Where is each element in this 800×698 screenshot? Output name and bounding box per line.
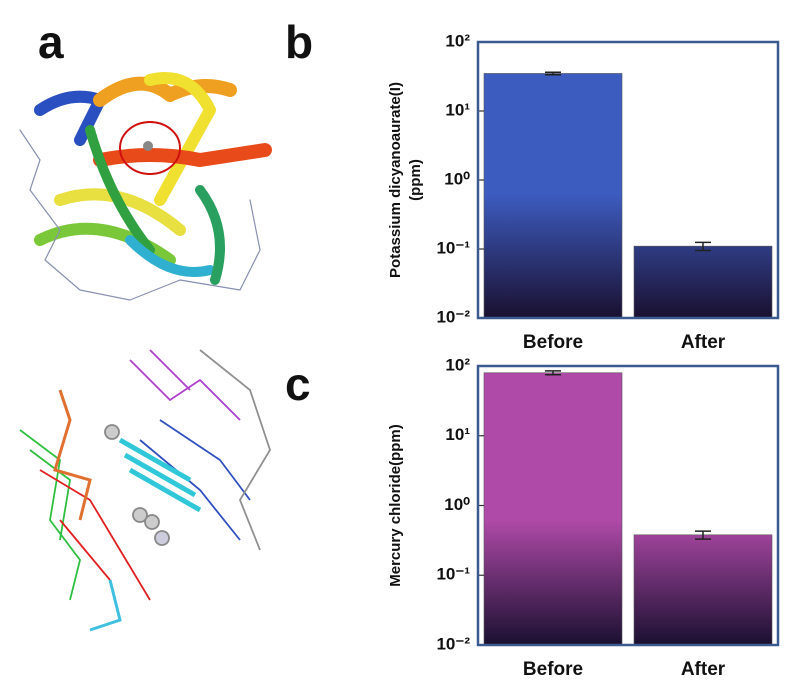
x-tick-label: After (681, 332, 726, 353)
y-axis-label: Mercury chloride(ppm) (387, 424, 404, 587)
x-tick-label: Before (523, 332, 583, 353)
panel-label: a (38, 16, 64, 68)
error-bar (545, 71, 561, 76)
y-tick-label: 10⁻¹ (436, 238, 470, 257)
y-tick-label: 10⁻² (436, 634, 470, 653)
bar (633, 245, 773, 319)
y-tick-label: 10¹ (445, 100, 470, 119)
y-tick-label: 10¹ (445, 425, 470, 444)
bar (633, 534, 773, 646)
bar (483, 73, 623, 319)
y-axis-label: Potassium dicyanoaurate(I) (387, 82, 404, 278)
panel-label: c (285, 358, 311, 410)
y-tick-label: 10² (445, 355, 470, 374)
x-tick-label: After (681, 659, 726, 680)
y-tick-label: 10⁰ (444, 169, 470, 188)
panel-label: b (285, 16, 313, 68)
y-tick-label: 10² (445, 31, 470, 50)
plot-frame (476, 364, 780, 647)
x-tick-label: Before (523, 659, 583, 680)
plot-frame (476, 40, 780, 320)
y-axis-label: (ppm) (407, 159, 424, 201)
error-bar (695, 241, 711, 252)
protein-ribbon (19, 72, 272, 301)
error-bar (695, 530, 711, 540)
y-tick-label: 10⁻² (436, 307, 470, 326)
protein-sticks (19, 349, 271, 632)
bar (483, 372, 623, 646)
error-bar (545, 370, 561, 376)
y-tick-label: 10⁰ (444, 495, 470, 514)
y-tick-label: 10⁻¹ (436, 565, 470, 584)
